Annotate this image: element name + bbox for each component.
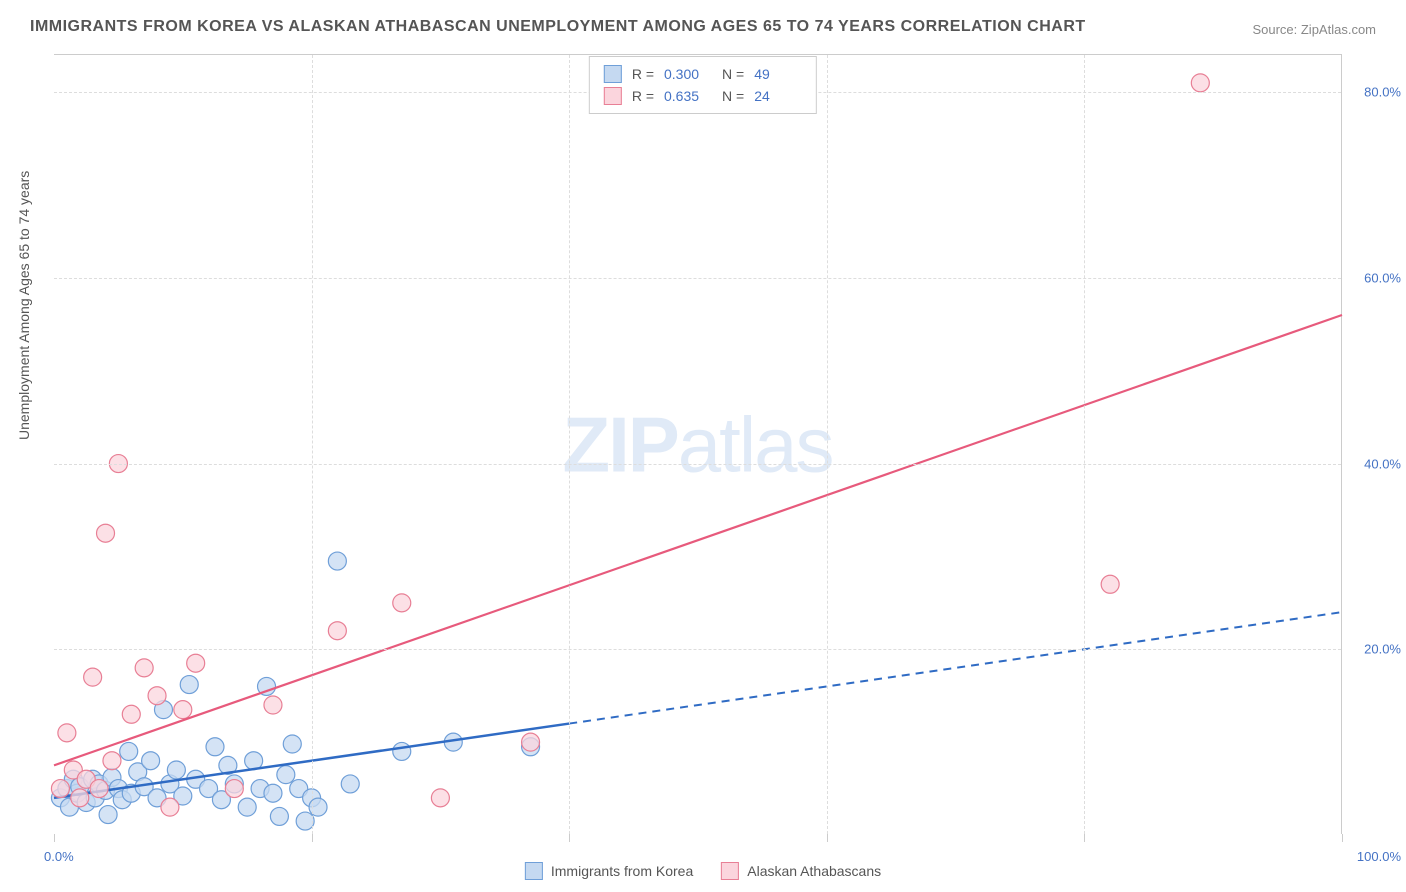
data-point [174, 701, 192, 719]
stats-legend: R = 0.300 N = 49 R = 0.635 N = 24 [589, 56, 817, 114]
x-tick [1342, 834, 1343, 842]
x-tick-max: 100.0% [1357, 849, 1401, 864]
y-tick-label: 80.0% [1364, 85, 1401, 100]
r-value: 0.300 [664, 66, 712, 82]
data-point [393, 594, 411, 612]
data-point [167, 761, 185, 779]
data-point [122, 705, 140, 723]
x-tick [1084, 834, 1085, 842]
data-point [180, 676, 198, 694]
n-label: N = [722, 66, 744, 82]
legend-swatch [721, 862, 739, 880]
y-tick-label: 20.0% [1364, 642, 1401, 657]
data-point [187, 654, 205, 672]
data-point [328, 552, 346, 570]
data-point [58, 724, 76, 742]
data-point [99, 806, 117, 824]
data-point [97, 524, 115, 542]
data-point [264, 784, 282, 802]
data-point [264, 696, 282, 714]
chart-title: IMMIGRANTS FROM KOREA VS ALASKAN ATHABAS… [30, 18, 1086, 36]
gridline-v [312, 55, 313, 834]
data-point [328, 622, 346, 640]
gridline-h [54, 278, 1341, 279]
data-point [225, 780, 243, 798]
trend-line [54, 315, 1342, 765]
data-point [283, 735, 301, 753]
y-tick-label: 60.0% [1364, 270, 1401, 285]
data-point [161, 798, 179, 816]
n-label: N = [722, 88, 744, 104]
data-point [1101, 575, 1119, 593]
gridline-v [827, 55, 828, 834]
series-legend-label: Alaskan Athabascans [747, 863, 881, 879]
data-point [206, 738, 224, 756]
data-point [431, 789, 449, 807]
data-point [103, 752, 121, 770]
series-legend-item: Alaskan Athabascans [721, 862, 881, 880]
trend-line-dashed [569, 612, 1342, 723]
legend-swatch [604, 87, 622, 105]
data-point [393, 742, 411, 760]
data-point [142, 752, 160, 770]
gridline-v [569, 55, 570, 834]
y-axis-label: Unemployment Among Ages 65 to 74 years [16, 171, 32, 440]
x-tick [569, 834, 570, 842]
r-value: 0.635 [664, 88, 712, 104]
y-tick-label: 40.0% [1364, 456, 1401, 471]
gridline-h [54, 464, 1341, 465]
data-point [238, 798, 256, 816]
data-point [1191, 74, 1209, 92]
n-value: 24 [754, 88, 802, 104]
r-label: R = [632, 66, 654, 82]
stats-legend-row: R = 0.300 N = 49 [604, 63, 802, 85]
series-legend: Immigrants from Korea Alaskan Athabascans [525, 862, 881, 880]
legend-swatch [525, 862, 543, 880]
series-legend-label: Immigrants from Korea [551, 863, 693, 879]
x-tick [312, 834, 313, 842]
x-tick-min: 0.0% [44, 849, 74, 864]
source-attribution: Source: ZipAtlas.com [1252, 22, 1376, 37]
n-value: 49 [754, 66, 802, 82]
data-point [522, 733, 540, 751]
data-point [120, 742, 138, 760]
gridline-v [1084, 55, 1085, 834]
gridline-h [54, 649, 1341, 650]
data-point [277, 766, 295, 784]
series-legend-item: Immigrants from Korea [525, 862, 693, 880]
plot-area: ZIPatlas 0.0% 100.0% 20.0%40.0%60.0%80.0… [54, 54, 1342, 834]
chart-svg [54, 55, 1341, 834]
data-point [51, 780, 69, 798]
data-point [71, 789, 89, 807]
stats-legend-row: R = 0.635 N = 24 [604, 85, 802, 107]
data-point [341, 775, 359, 793]
data-point [90, 780, 108, 798]
x-tick [827, 834, 828, 842]
data-point [135, 659, 153, 677]
r-label: R = [632, 88, 654, 104]
x-tick [54, 834, 55, 842]
data-point [84, 668, 102, 686]
data-point [270, 807, 288, 825]
data-point [148, 687, 166, 705]
legend-swatch [604, 65, 622, 83]
